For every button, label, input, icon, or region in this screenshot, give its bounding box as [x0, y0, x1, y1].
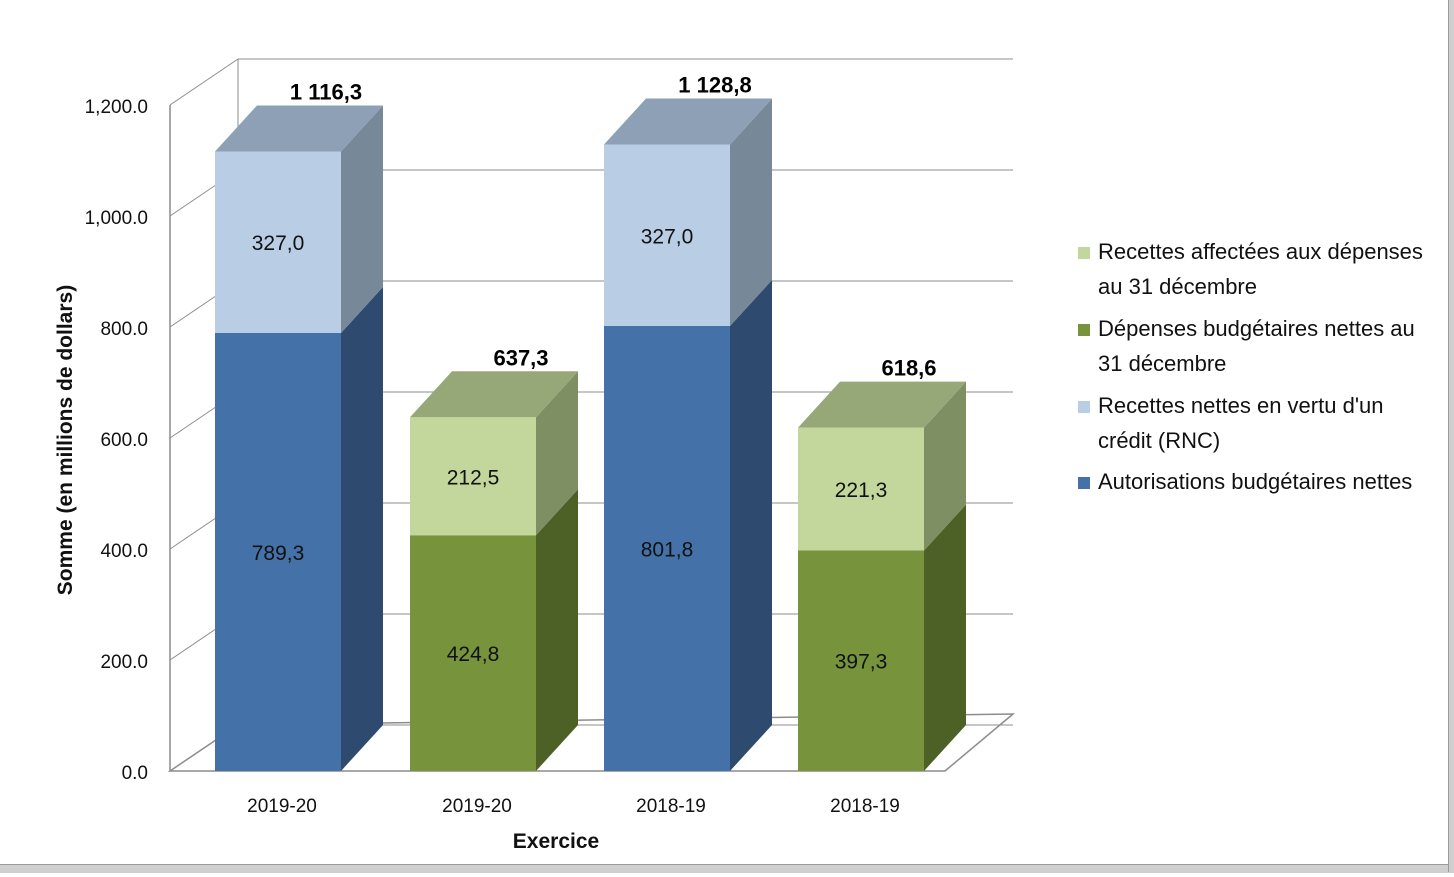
bar-value-label: 221,3 [835, 479, 888, 502]
bar-total-label: 637,3 [493, 345, 548, 370]
legend-swatch [1078, 401, 1090, 413]
bar-total-label: 618,6 [881, 356, 936, 381]
bar-segment-side [730, 98, 772, 327]
bar-top-cap [798, 381, 966, 428]
bar-value-label: 212,5 [447, 466, 500, 489]
bar-top-cap [604, 98, 772, 145]
bar-segment-front [410, 417, 536, 536]
bar-segment-side [341, 105, 383, 333]
bar-segment-side [341, 286, 383, 771]
bar-value-label: 801,8 [641, 539, 694, 562]
bar-segment-front [798, 427, 924, 551]
bar-segment-front [410, 535, 536, 771]
bar-segment-front [604, 144, 730, 327]
gridline-side [169, 58, 239, 106]
y-tick-label: 400.0 [100, 541, 148, 562]
bar-value-label: 424,8 [447, 643, 500, 666]
y-tick-label: 600.0 [100, 430, 148, 451]
window-right-edge [1448, 0, 1454, 872]
bar-segment-side [536, 489, 578, 771]
x-tick-label: 2018-19 [636, 796, 706, 817]
y-tick-label: 1,200.0 [85, 97, 148, 118]
legend-swatch [1078, 477, 1090, 489]
legend-label: Recettes nettes en vertu d'un [1098, 393, 1383, 418]
window-bottom-edge [0, 864, 1454, 873]
bar-value-label: 327,0 [641, 225, 694, 248]
bar-value-label: 327,0 [252, 232, 305, 255]
x-axis-title: Exercice [513, 830, 599, 853]
legend-label: Recettes affectées aux dépenses [1098, 239, 1423, 264]
legend-label: au 31 décembre [1098, 274, 1257, 299]
bar-value-label: 789,3 [252, 542, 305, 565]
x-tick-label: 2018-19 [830, 796, 900, 817]
bar-segment-front [215, 151, 341, 333]
bar-segment-side [924, 504, 966, 771]
legend-swatch [1078, 324, 1090, 336]
bar-segment-front [604, 326, 730, 771]
y-tick-label: 0.0 [122, 763, 148, 784]
bar-total-label: 1 128,8 [678, 73, 751, 98]
x-tick-label: 2019-20 [442, 796, 512, 817]
bar-value-label: 397,3 [835, 651, 888, 674]
bar-top-cap [215, 105, 383, 152]
y-tick-label: 200.0 [100, 652, 148, 673]
y-tick-label: 800.0 [100, 319, 148, 340]
bar-segment-side [730, 280, 772, 771]
legend-label: Autorisations budgétaires nettes [1098, 469, 1412, 494]
y-tick-label: 1,000.0 [85, 208, 148, 229]
legend-swatch [1078, 247, 1090, 259]
bar-total-label: 1 116,3 [290, 79, 362, 104]
legend-label: Dépenses budgétaires nettes au [1098, 316, 1415, 341]
legend-label: 31 décembre [1098, 351, 1226, 376]
legend-label: crédit (RNC) [1098, 428, 1220, 453]
bar-segment-side [924, 381, 966, 551]
x-tick-label: 2019-20 [247, 796, 317, 817]
y-axis-title: Somme (en millions de dollars) [54, 285, 77, 595]
bar-segment-front [215, 332, 341, 771]
bar-segment-side [536, 371, 578, 536]
bar-top-cap [410, 371, 578, 418]
bar-segment-front [798, 550, 924, 771]
